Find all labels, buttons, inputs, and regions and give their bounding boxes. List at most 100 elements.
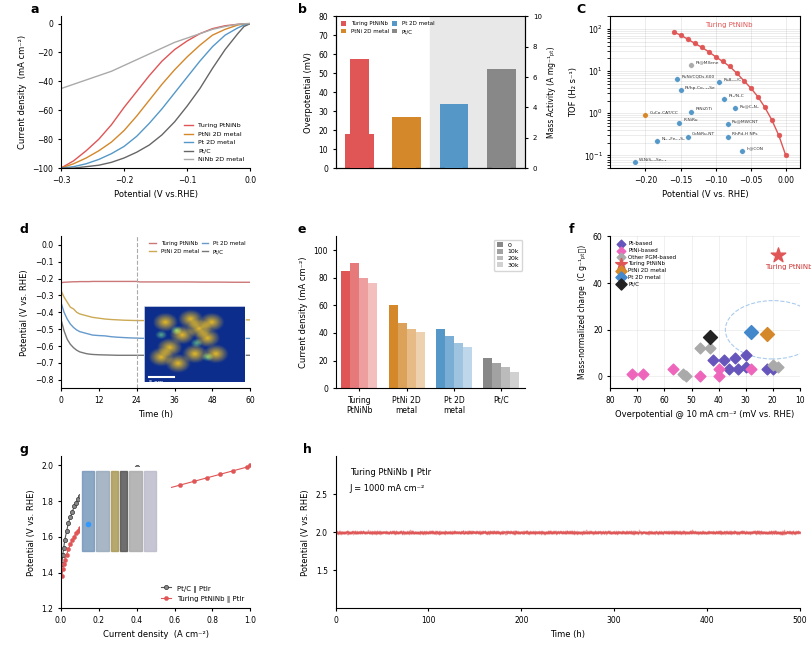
Turing PtNiNb (157, 58, 166, 65)
Text: h: h (303, 443, 311, 456)
Pt/C (239, 22, 249, 30)
NiNb 2D metal (144, 50, 154, 58)
X-axis label: Time (h): Time (h) (550, 630, 585, 640)
NiNb 2D metal (182, 34, 192, 42)
Pt/C (94, 162, 104, 169)
Pt-based (730, 364, 743, 375)
Line: Pt/C: Pt/C (61, 319, 250, 355)
Bar (388, 305, 397, 388)
Pt/C (100, 351, 109, 359)
PtNi 2D metal (213, 316, 223, 324)
PtNi 2D metal (230, 316, 239, 324)
Pt/C (703, 332, 716, 342)
Line: Pt 2D metal: Pt 2D metal (61, 302, 250, 338)
Y-axis label: TOF (H₂ s⁻¹): TOF (H₂ s⁻¹) (569, 67, 577, 117)
Pt 2D metal (113, 334, 122, 341)
Pt-based (722, 364, 735, 375)
Pt/C (245, 351, 255, 359)
Pt/C (119, 351, 129, 359)
Bar (345, 134, 373, 168)
Legend: Turing PtNiNb, PtNi 2D metal, Pt 2D metal, Pt/C, NiNb 2D metal: Turing PtNiNb, PtNi 2D metal, Pt 2D meta… (182, 120, 247, 165)
PtNi 2D metal (182, 317, 192, 324)
Pt 2D metal (198, 334, 208, 342)
Pt 2D metal (84, 330, 94, 338)
Pt 2D metal (144, 120, 154, 128)
Bar (436, 329, 444, 388)
Pt 2D metal (744, 327, 757, 337)
X-axis label: Potential (V vs.RHE): Potential (V vs.RHE) (114, 190, 197, 199)
PtNi 2D metal (135, 317, 144, 324)
Turing PtNiNb (94, 135, 104, 143)
Pt 2D metal (119, 334, 129, 341)
Turing PtNiNb (208, 25, 217, 33)
Turing PtNiNb ∥ PtIr (75, 524, 84, 532)
Pt/C (62, 336, 72, 343)
PtNi-based (693, 371, 706, 382)
Pt/C (81, 350, 91, 358)
Pt/C ∥ PtIr (103, 470, 113, 478)
PtNi 2D metal (245, 316, 255, 324)
Legend: Turing PtNiNb, PtNi 2D metal, Pt 2D metal, Pt/C: Turing PtNiNb, PtNi 2D metal, Pt 2D meta… (147, 239, 247, 256)
Pt/C (131, 148, 141, 156)
Turing PtNiNb ∥ PtIr (79, 521, 88, 528)
Bar (483, 358, 491, 388)
PtNi 2D metal (66, 303, 75, 311)
Pt 2D metal (151, 334, 161, 342)
NiNb 2D metal (119, 61, 129, 69)
Text: R-NiRu: R-NiRu (682, 118, 697, 122)
Turing PtNiNb ∥ PtIr (97, 506, 107, 514)
Text: Turing PtNiNb: Turing PtNiNb (704, 22, 752, 28)
NiNb 2D metal (195, 30, 204, 38)
Pt/C ∥ PtIr (66, 513, 75, 521)
Line: Pt 2D metal: Pt 2D metal (61, 24, 250, 168)
Pt/C (113, 351, 122, 359)
Pt 2D metal (166, 334, 176, 342)
Text: CuCo-CAT/CC: CuCo-CAT/CC (649, 111, 678, 115)
NiNb 2D metal (233, 20, 242, 28)
Pt 2D metal (239, 21, 249, 29)
Turing PtNiNb (245, 279, 255, 286)
Pt/C (56, 315, 66, 323)
Turing PtNiNb (84, 278, 94, 286)
Bar (368, 283, 377, 388)
Legend: Pt-based, PtNi-based, Other PGM-based, Turing PtNiNb, PtNi 2D metal, Pt 2D metal: Pt-based, PtNi-based, Other PGM-based, T… (612, 239, 678, 288)
Turing PtNiNb ∥ PtIr (73, 528, 83, 536)
Turing PtNiNb (59, 279, 69, 286)
Turing PtNiNb (71, 278, 81, 286)
Line: NiNb 2D metal: NiNb 2D metal (61, 24, 250, 89)
NiNb 2D metal (81, 76, 91, 84)
Pt 2D metal (230, 334, 239, 342)
Pt/C ∥ PtIr (67, 508, 77, 516)
Bar (491, 364, 501, 388)
Turing PtNiNb (113, 277, 122, 285)
Text: PtNiZ/Ti: PtNiZ/Ti (694, 107, 711, 111)
Text: b: b (298, 3, 307, 16)
Pt/C ∥ PtIr (58, 551, 67, 559)
Turing PtNiNb (126, 277, 135, 285)
Turing PtNiNb (81, 278, 91, 286)
Turing PtNiNb (182, 278, 192, 286)
Pt 2D metal (169, 89, 179, 97)
NiNb 2D metal (94, 72, 104, 80)
Pt 2D metal (182, 334, 192, 342)
Line: Turing PtNiNb ∥ PtIr: Turing PtNiNb ∥ PtIr (60, 463, 252, 578)
Pt 2D metal (56, 164, 66, 172)
PtNi 2D metal (151, 317, 161, 324)
Pt 2D metal (100, 332, 109, 340)
Bar (440, 103, 468, 168)
Pt 2D metal (119, 143, 129, 150)
Pt/C (144, 141, 154, 149)
PtNi 2D metal (81, 312, 91, 320)
Bar (510, 371, 519, 388)
PtNi 2D metal (106, 316, 116, 324)
Turing PtNiNb (245, 20, 255, 27)
Turing PtNiNb ∥ PtIr (63, 545, 73, 553)
Other PGM-based (676, 369, 689, 379)
Line: Turing PtNiNb: Turing PtNiNb (61, 24, 250, 168)
Pt/C (166, 351, 176, 359)
Pt/C ∥ PtIr (75, 492, 84, 500)
Pt 2D metal (213, 334, 223, 342)
Pt 2D metal (106, 333, 116, 341)
Bar (430, 16, 572, 168)
Pt/C ∥ PtIr (62, 528, 71, 536)
